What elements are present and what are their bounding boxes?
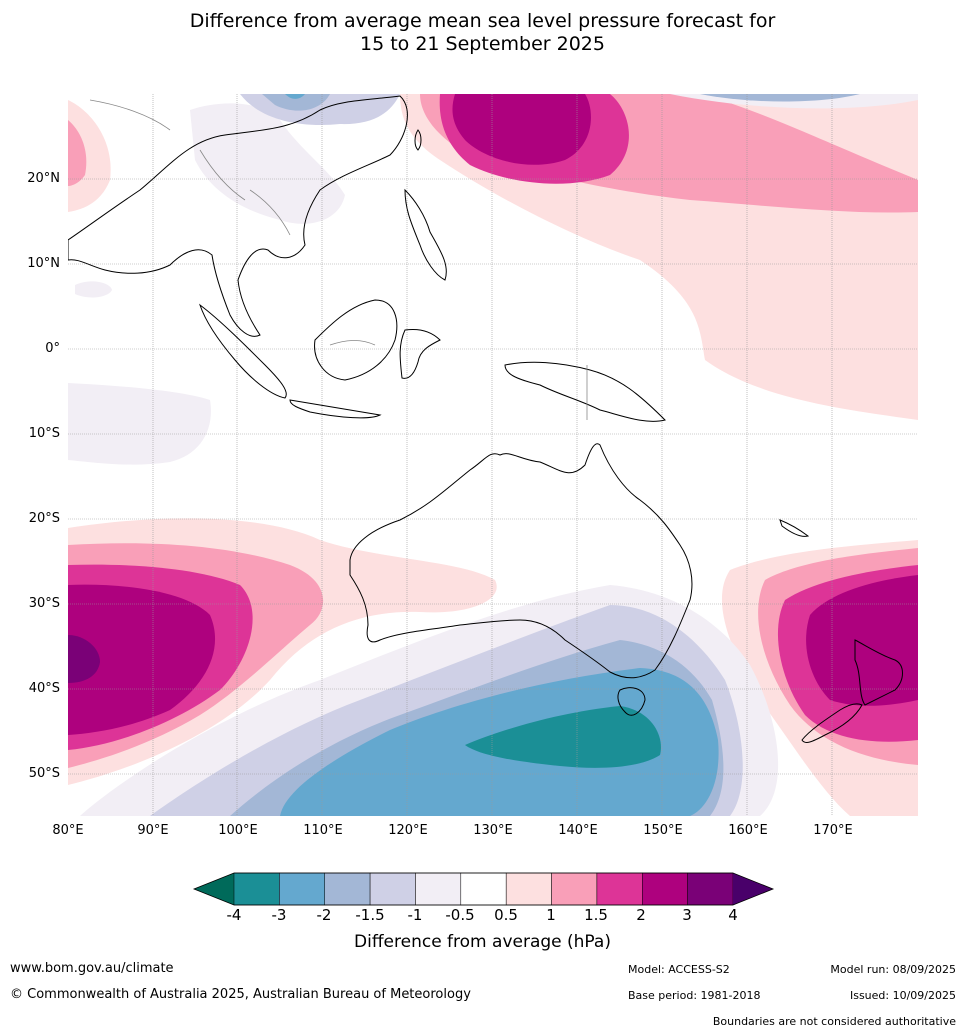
lat-label-0: 0° [45,341,60,356]
colorbar-swatch [551,872,598,906]
colorbar-swatch [369,872,416,906]
java-coastline [289,399,382,419]
southern-ocean-low-anomaly [80,585,779,816]
lat-label-50s: 50°S [28,766,60,781]
colorbar-label: Difference from average (hPa) [354,932,611,952]
website-link[interactable]: www.bom.gov.au/climate [10,961,174,976]
colorbar-swatch [687,872,734,906]
colorbar-tick: 3 [682,906,692,924]
north-pacific-low-anomaly [670,94,918,109]
map-area [68,94,918,816]
country-borders [89,99,588,420]
se-asia-coastline [68,95,408,337]
asia-weak-anomalies [68,94,400,298]
base-period: Base period: 1981-2018 [628,989,761,1002]
colorbar [192,872,775,906]
lon-label-90e: 90°E [137,823,169,838]
colorbar-over-arrow [733,873,773,905]
lon-label-130e: 130°E [473,823,513,838]
borneo-coastline [314,299,398,381]
tasman-high-anomaly [721,540,918,816]
colorbar-swatch [460,872,507,906]
colorbar-swatch [279,872,325,906]
colorbar-swatch [596,872,643,906]
lat-label-20n: 20°N [27,171,60,186]
colorbar-tick: 4 [728,906,738,924]
lon-label-150e: 150°E [643,823,683,838]
colorbar-tick: -4 [226,906,242,924]
map-title: Difference from average mean sea level p… [0,10,965,56]
colorbar-tick: 1 [546,906,556,924]
lon-label-80e: 80°E [52,823,84,838]
new-guinea-coastline [504,361,666,422]
title-line-1: Difference from average mean sea level p… [189,10,776,32]
colorbar-tick: -3 [271,906,287,924]
new-caledonia-coastline [779,519,810,537]
colorbar-tick: 2 [636,906,646,924]
lat-label-10n: 10°N [27,256,60,271]
colorbar-swatch [415,872,462,906]
lon-label-160e: 160°E [728,823,768,838]
model-name: Model: ACCESS-S2 [628,963,730,976]
colorbar-tick: 1.5 [584,906,608,924]
lon-label-110e: 110°E [303,823,343,838]
title-line-2: 15 to 21 September 2025 [360,33,605,55]
indian-ocean-weak-negative [68,383,211,465]
copyright-text: © Commonwealth of Australia 2025, Austra… [10,987,471,1002]
australia-coastline [349,443,693,679]
colorbar-swatch [324,872,371,906]
coastlines [68,95,903,743]
boundaries-disclaimer: Boundaries are not considered authoritat… [712,1015,956,1028]
colorbar-swatch [642,872,688,906]
lon-label-120e: 120°E [388,823,428,838]
lat-label-40s: 40°S [28,681,60,696]
colorbar-tick: -0.5 [445,906,475,924]
colorbar-tick: -2 [316,906,332,924]
colorbar-boxes [233,872,734,906]
lon-label-140e: 140°E [558,823,598,838]
colorbar-swatch [233,872,280,906]
lat-label-10s: 10°S [28,426,60,441]
south-indian-ocean-high-anomaly [68,518,497,785]
lat-label-20s: 20°S [28,511,60,526]
colorbar-tick: 0.5 [494,906,518,924]
colorbar-under-arrow [194,873,234,905]
philippines-coastline [404,188,447,281]
model-run: Model run: 08/09/2025 [830,963,956,976]
colorbar-tick: -1 [407,906,423,924]
colorbar-tick: -1.5 [355,906,385,924]
new-zealand-north-coastline [854,639,903,706]
sulawesi-coastline [399,329,441,379]
lat-label-30s: 30°S [28,596,60,611]
nw-pacific-high-anomaly [400,94,918,420]
map-gridlines [68,94,918,816]
issued-date: Issued: 10/09/2025 [849,989,956,1002]
lon-label-100e: 100°E [218,823,258,838]
tasmania-coastline [617,687,646,716]
lon-label-170e: 170°E [813,823,853,838]
new-zealand-south-coastline [801,703,863,743]
colorbar-swatch [505,872,552,906]
sumatra-coastline [199,303,287,399]
taiwan-coastline [414,129,422,151]
